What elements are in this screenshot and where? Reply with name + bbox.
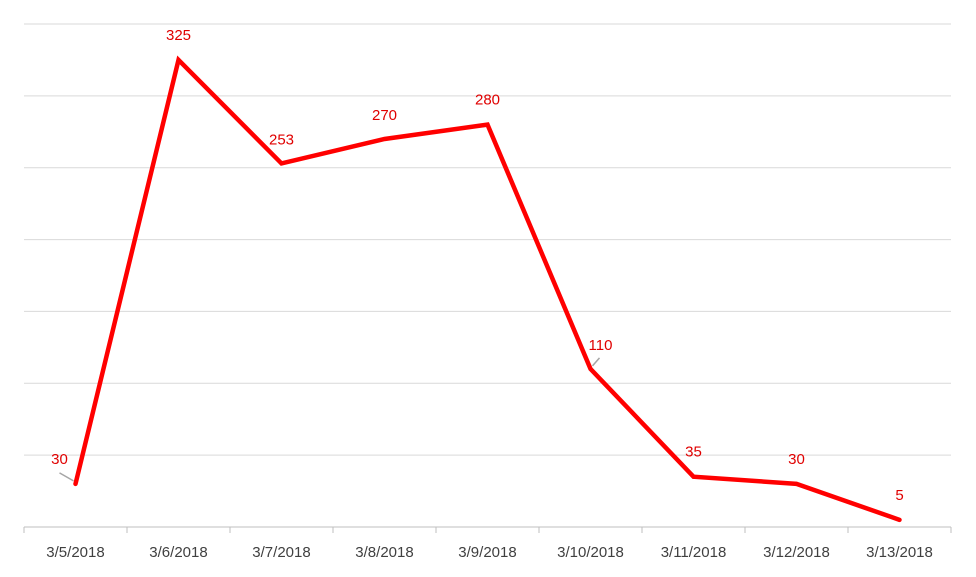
- data-point: [382, 136, 387, 141]
- data-label: 253: [269, 131, 294, 148]
- data-point: [176, 57, 181, 62]
- data-label: 5: [895, 487, 903, 504]
- x-tick-label: 3/6/2018: [149, 544, 207, 561]
- x-tick-label: 3/5/2018: [46, 544, 104, 561]
- data-point: [485, 122, 490, 127]
- data-label: 325: [166, 27, 191, 44]
- data-label: 35: [685, 444, 702, 461]
- x-tick-label: 3/11/2018: [661, 544, 727, 561]
- data-point: [73, 481, 78, 486]
- data-point: [279, 161, 284, 166]
- series-line: [73, 55, 902, 523]
- data-label: 110: [589, 337, 613, 354]
- data-point: [794, 481, 799, 486]
- label-leader-line: [59, 472, 74, 482]
- data-label: 30: [788, 451, 805, 468]
- data-labels: 30 325 253 270 280 110 35 30 5: [51, 27, 904, 504]
- data-point: [897, 517, 902, 522]
- label-leader-lines: [59, 357, 601, 482]
- x-tick-label: 3/10/2018: [557, 544, 624, 561]
- x-tick-label: 3/9/2018: [458, 544, 516, 561]
- data-label: 30: [51, 451, 68, 468]
- series-group: [73, 55, 902, 523]
- gridlines: [24, 23, 951, 456]
- x-axis: 3/5/2018 3/6/2018 3/7/2018 3/8/2018 3/9/2018…: [23, 526, 952, 561]
- data-point: [588, 366, 593, 371]
- x-tick-label: 3/12/2018: [763, 544, 830, 561]
- data-label: 280: [475, 92, 500, 109]
- label-leader-line: [591, 357, 601, 367]
- data-point: [691, 474, 696, 479]
- x-tick-label: 3/13/2018: [866, 544, 933, 561]
- data-label: 270: [372, 107, 397, 124]
- x-tick-label: 3/7/2018: [252, 544, 310, 561]
- x-tick-label: 3/8/2018: [355, 544, 413, 561]
